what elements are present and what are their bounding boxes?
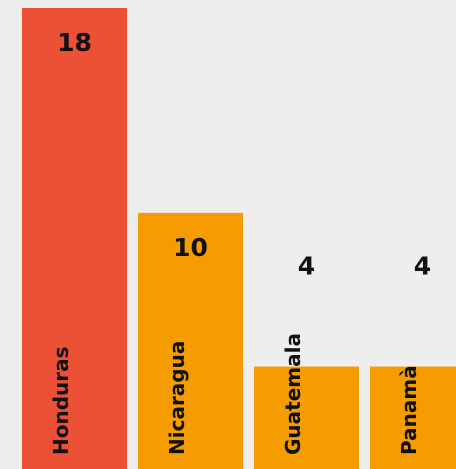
bar [138, 212, 243, 469]
category-label: Panamà [397, 365, 421, 455]
bar [370, 366, 456, 469]
value-label: 4 [298, 252, 315, 281]
category-label: Guatemala [281, 333, 305, 455]
value-label: 4 [414, 252, 431, 281]
value-label: 18 [57, 28, 92, 57]
value-label: 10 [173, 233, 208, 262]
category-label: Honduras [49, 346, 73, 455]
category-label: Nicaragua [165, 341, 189, 455]
bar [22, 8, 127, 469]
bar [254, 366, 359, 469]
